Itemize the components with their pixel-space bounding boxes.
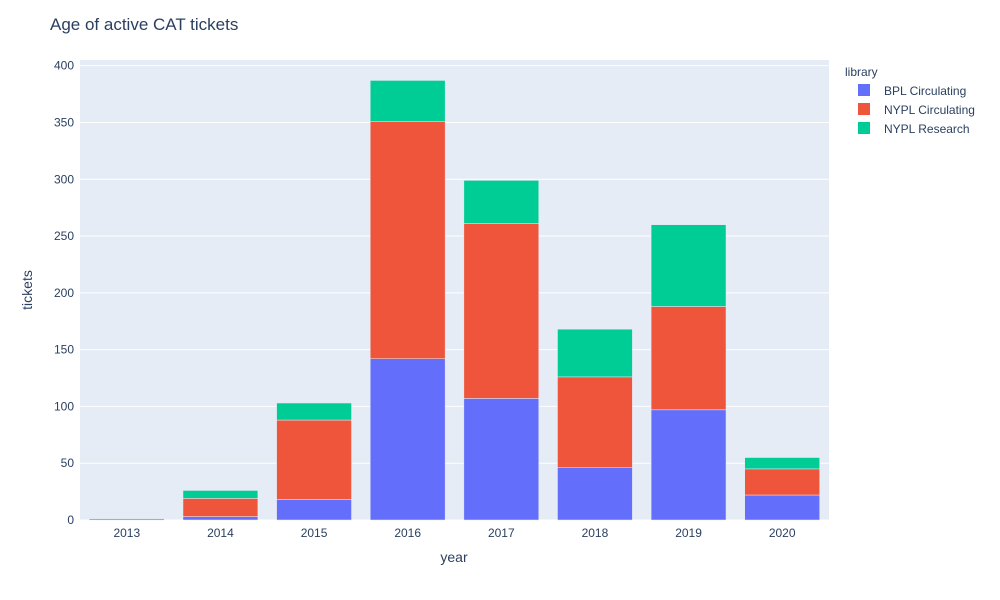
bar-bpl-circulating-2017[interactable] xyxy=(463,398,540,521)
legend-label-bpl-circulating: BPL Circulating xyxy=(884,84,966,98)
x-tick-label-2013: 2013 xyxy=(113,526,140,540)
bar-bpl-circulating-2016[interactable] xyxy=(369,358,446,521)
x-tick-label-2017: 2017 xyxy=(488,526,515,540)
bar-nypl-research-2016[interactable] xyxy=(369,80,446,122)
y-tick-label-350: 350 xyxy=(54,115,74,129)
y-axis-title: tickets xyxy=(19,270,35,310)
y-tick-label-200: 200 xyxy=(54,286,74,300)
bar-nypl-circulating-2014[interactable] xyxy=(182,498,259,517)
legend-swatch-nypl-research xyxy=(858,122,870,134)
legend-swatch-nypl-circulating xyxy=(858,103,870,115)
chart-title: Age of active CAT tickets xyxy=(50,15,238,34)
bar-nypl-circulating-2020[interactable] xyxy=(744,468,820,496)
bar-nypl-circulating-2018[interactable] xyxy=(557,376,633,469)
bar-bpl-circulating-2014[interactable] xyxy=(182,516,259,521)
y-tick-label-150: 150 xyxy=(54,343,74,357)
bar-nypl-circulating-2016[interactable] xyxy=(369,121,446,359)
x-tick-label-2016: 2016 xyxy=(394,526,421,540)
x-axis-title: year xyxy=(440,549,468,565)
legend-swatch-bpl-circulating xyxy=(858,84,870,96)
x-tick-label-2020: 2020 xyxy=(769,526,796,540)
bar-bpl-circulating-2015[interactable] xyxy=(276,499,352,521)
legend-item-bpl-circulating[interactable]: BPL Circulating xyxy=(858,84,966,98)
x-tick-label-2018: 2018 xyxy=(582,526,609,540)
bar-nypl-research-2019[interactable] xyxy=(650,224,727,307)
bar-bpl-circulating-2018[interactable] xyxy=(557,467,633,521)
y-tick-label-250: 250 xyxy=(54,229,74,243)
y-tick-label-0: 0 xyxy=(67,513,74,527)
legend-label-nypl-research: NYPL Research xyxy=(884,122,970,136)
bar-bpl-circulating-2020[interactable] xyxy=(744,494,820,521)
bar-nypl-research-2015[interactable] xyxy=(276,402,352,421)
bar-nypl-circulating-2019[interactable] xyxy=(650,306,727,411)
bar-nypl-research-2020[interactable] xyxy=(744,457,820,470)
bar-nypl-circulating-2017[interactable] xyxy=(463,223,540,399)
legend-item-nypl-circulating[interactable]: NYPL Circulating xyxy=(858,103,975,117)
legend-item-nypl-research[interactable]: NYPL Research xyxy=(858,122,970,136)
legend-title: library xyxy=(845,65,878,79)
bars xyxy=(89,80,820,521)
y-tick-label-50: 50 xyxy=(61,456,75,470)
x-tick-label-2014: 2014 xyxy=(207,526,234,540)
bar-nypl-research-2014[interactable] xyxy=(182,490,259,499)
bar-nypl-circulating-2015[interactable] xyxy=(276,419,352,500)
y-tick-label-300: 300 xyxy=(54,172,74,186)
legend[interactable]: library BPL Circulating NYPL Circulating… xyxy=(845,65,975,136)
bar-nypl-research-2013[interactable] xyxy=(89,518,165,521)
x-tick-label-2019: 2019 xyxy=(675,526,702,540)
legend-label-nypl-circulating: NYPL Circulating xyxy=(884,103,975,117)
x-tick-labels: 2013 2014 2015 2016 2017 2018 2019 2020 xyxy=(113,526,795,540)
y-tick-labels: 0 50 100 150 200 250 300 350 400 xyxy=(54,59,74,527)
x-tick-label-2015: 2015 xyxy=(301,526,328,540)
bar-nypl-research-2018[interactable] xyxy=(557,328,633,378)
y-tick-label-100: 100 xyxy=(54,399,74,413)
bar-nypl-research-2017[interactable] xyxy=(463,180,540,224)
y-tick-label-400: 400 xyxy=(54,59,74,73)
bar-bpl-circulating-2019[interactable] xyxy=(650,409,727,521)
